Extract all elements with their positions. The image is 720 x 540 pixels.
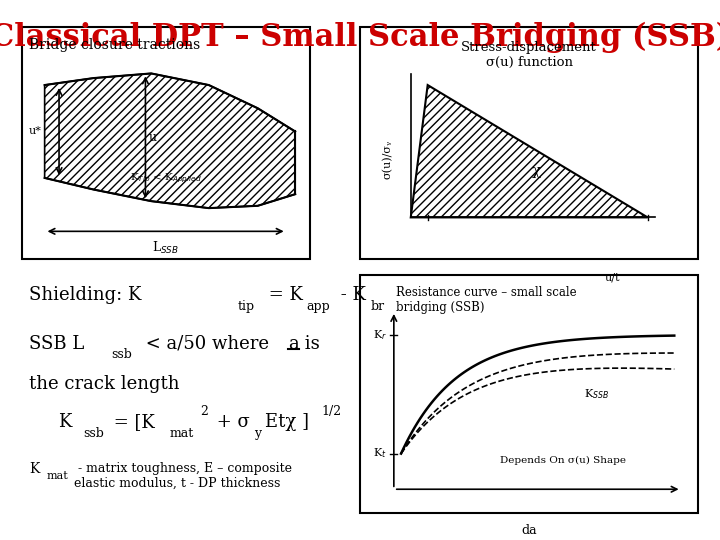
Text: - matrix toughness, E – composite
elastic modulus, t - DP thickness: - matrix toughness, E – composite elasti… <box>74 462 292 490</box>
Text: br: br <box>371 300 385 313</box>
Text: K$_r$: K$_r$ <box>373 328 387 342</box>
Text: u: u <box>149 131 157 144</box>
Text: ssb: ssb <box>83 427 104 440</box>
Text: + σ: + σ <box>211 413 250 431</box>
Text: K: K <box>29 462 39 476</box>
Text: 2: 2 <box>200 405 208 418</box>
Text: Depends On σ(u) Shape: Depends On σ(u) Shape <box>500 456 626 465</box>
Text: Bridge closure tractions: Bridge closure tractions <box>29 38 200 52</box>
Text: ssb: ssb <box>112 348 132 361</box>
Text: the crack length: the crack length <box>29 375 179 393</box>
Text: K$_{Tip}$ < K$_{Applied}$: K$_{Tip}$ < K$_{Applied}$ <box>130 171 202 185</box>
Text: K$_t$: K$_t$ <box>373 447 387 461</box>
Bar <box>360 27 698 259</box>
Text: - K: - K <box>335 286 366 304</box>
Text: L$_{SSB}$: L$_{SSB}$ <box>152 239 179 255</box>
Text: K$_{SSB}$: K$_{SSB}$ <box>585 387 609 401</box>
Text: u/t: u/t <box>604 273 620 283</box>
Text: 1/2: 1/2 <box>322 405 342 418</box>
Text: Etχ ]: Etχ ] <box>265 413 309 431</box>
Text: a: a <box>288 335 299 353</box>
Text: χ: χ <box>531 164 541 178</box>
Text: Shielding: K: Shielding: K <box>29 286 141 304</box>
Text: y: y <box>254 427 261 440</box>
Text: SSB L: SSB L <box>29 335 84 353</box>
Text: u*: u* <box>28 126 41 137</box>
Text: Stress-displacement
σ(u) function: Stress-displacement σ(u) function <box>462 40 597 69</box>
Text: = [K: = [K <box>108 413 155 431</box>
Text: da: da <box>521 524 537 537</box>
Text: = K: = K <box>263 286 302 304</box>
Text: mat: mat <box>47 471 68 481</box>
Text: K: K <box>58 413 71 431</box>
Text: mat: mat <box>169 427 194 440</box>
Text: Classical DPT – Small Scale Bridging (SSB): Classical DPT – Small Scale Bridging (SS… <box>0 22 720 53</box>
Text: app: app <box>306 300 330 313</box>
Text: tip: tip <box>238 300 255 313</box>
Bar <box>22 27 310 259</box>
Polygon shape <box>410 85 648 218</box>
Bar <box>360 275 698 513</box>
Text: σ(u)/σᵧ: σ(u)/σᵧ <box>382 140 392 179</box>
Text: Resistance curve – small scale
bridging (SSB): Resistance curve – small scale bridging … <box>396 286 577 314</box>
Text: < a/50 where: < a/50 where <box>140 335 275 353</box>
Polygon shape <box>45 73 295 208</box>
Text: is: is <box>299 335 320 353</box>
